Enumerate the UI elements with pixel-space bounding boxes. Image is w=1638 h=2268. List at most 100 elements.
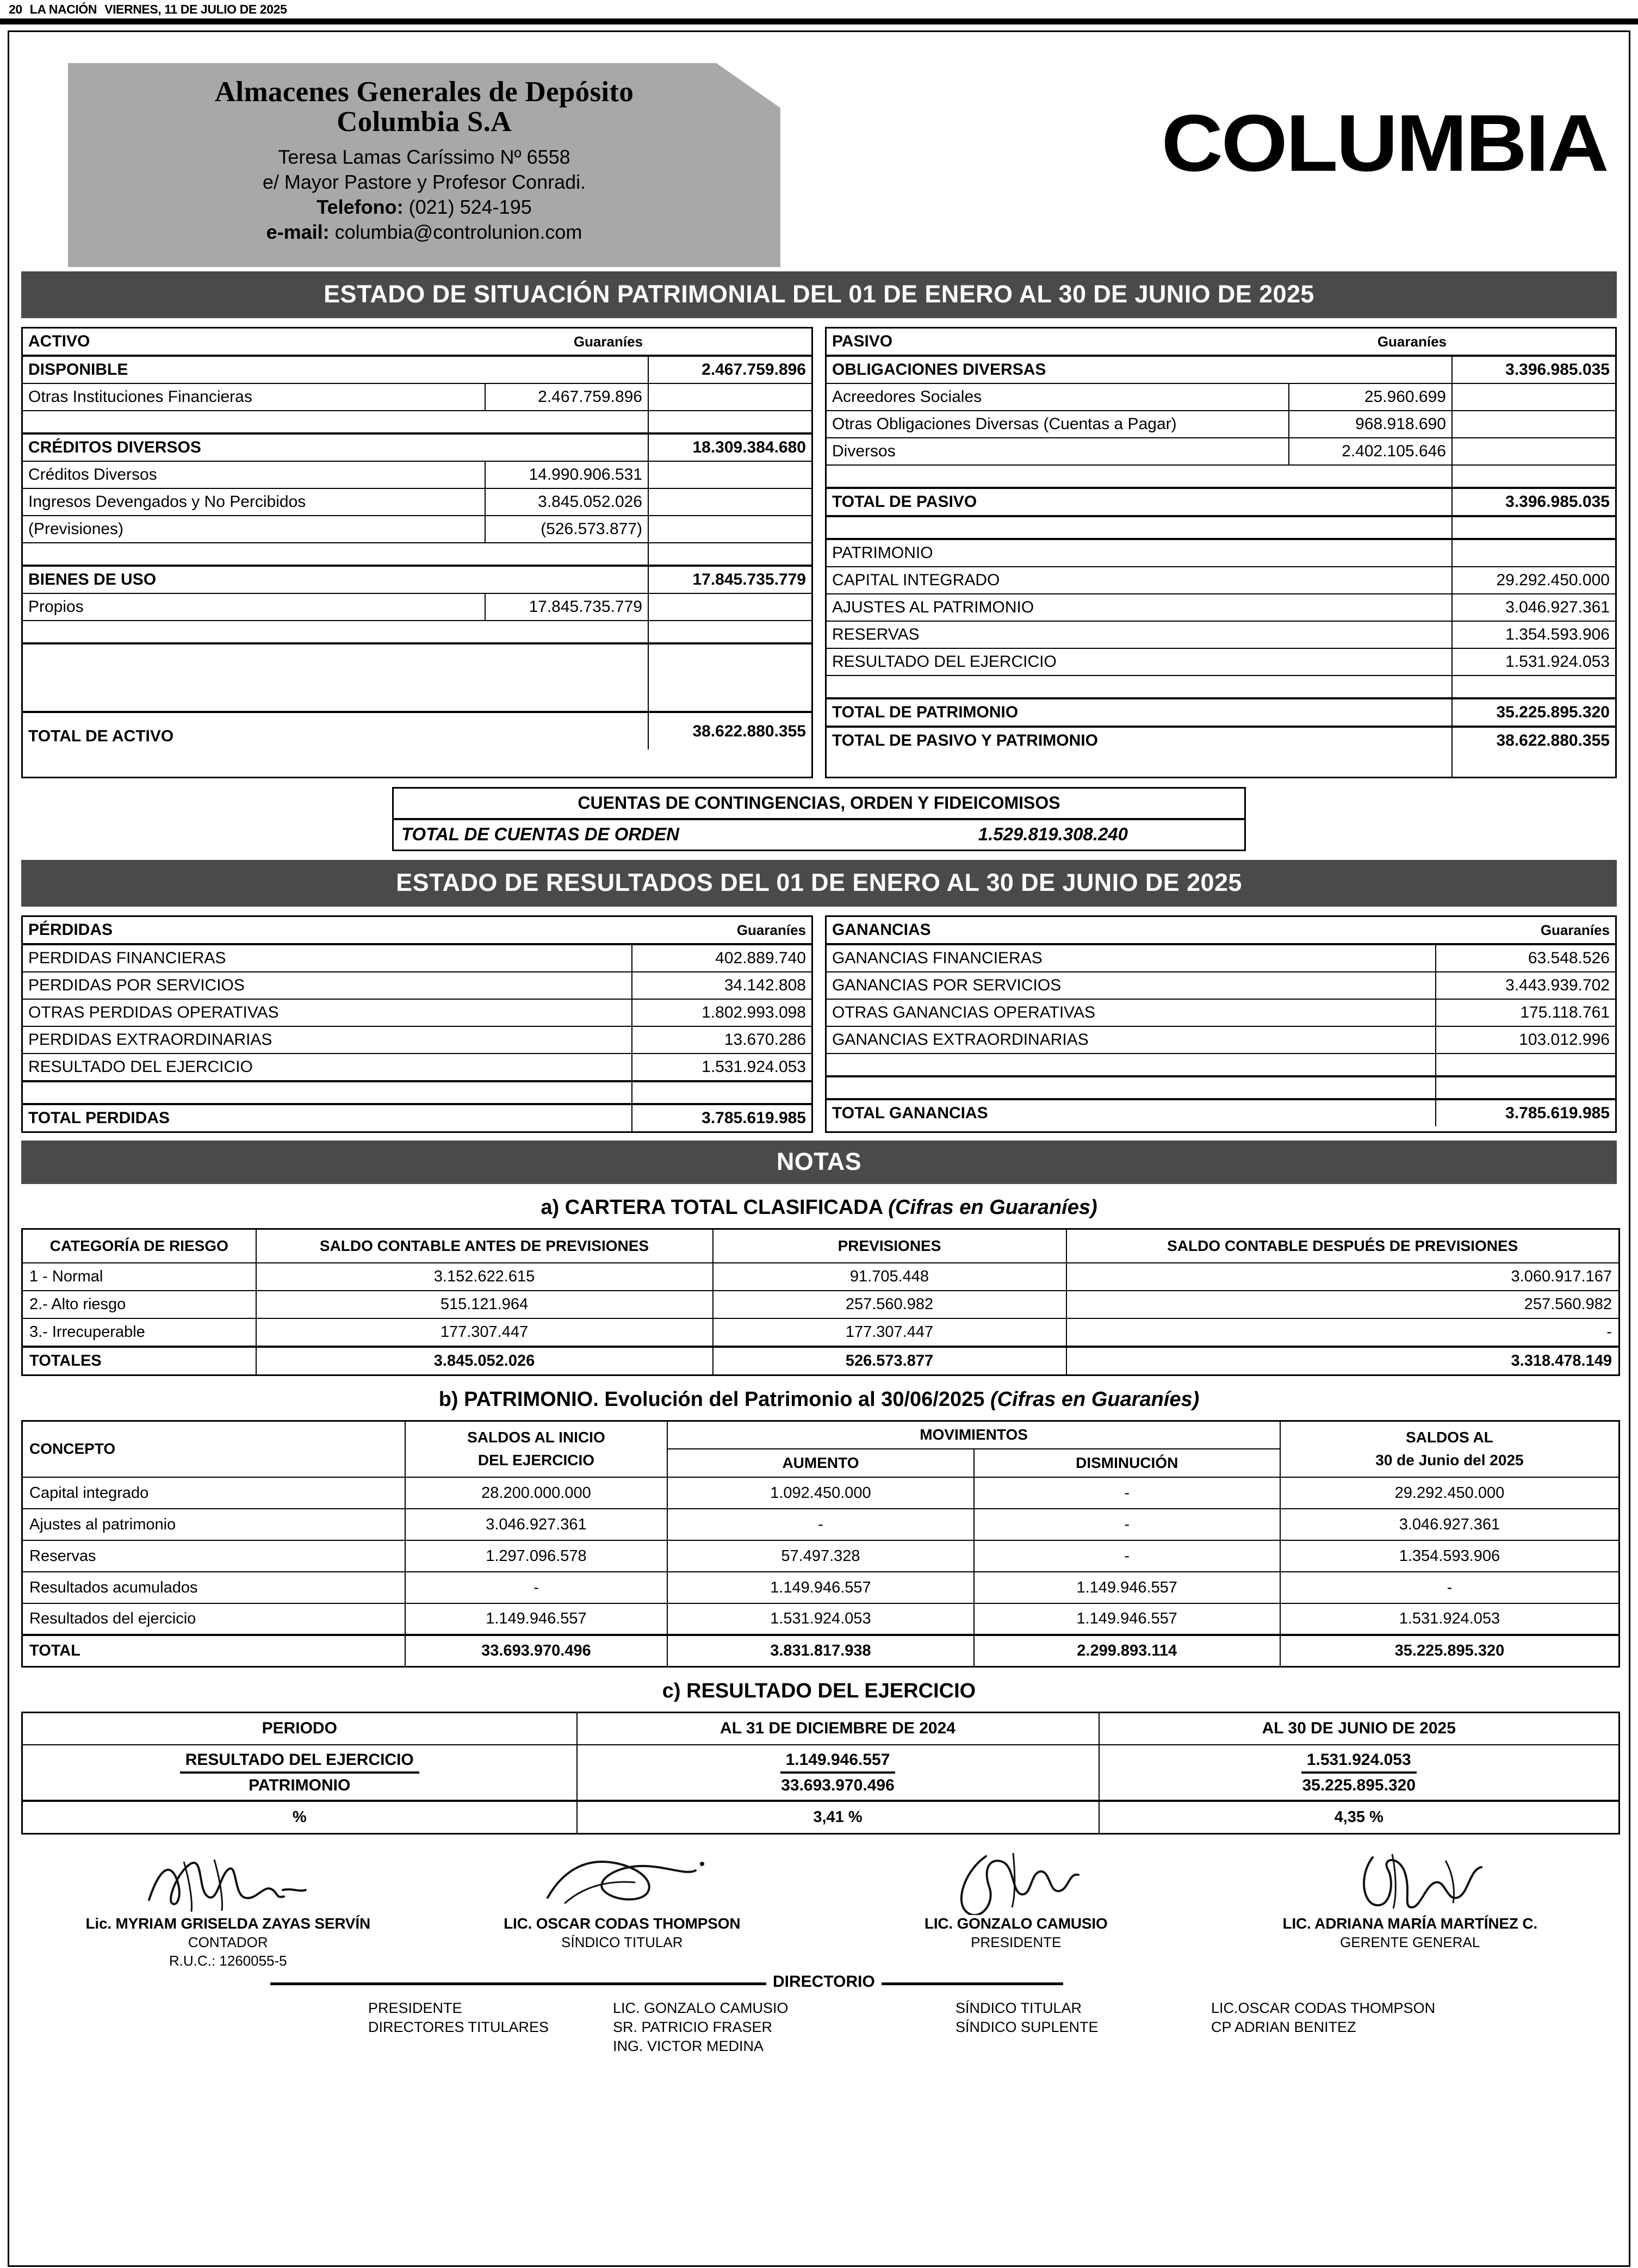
total-pasivo-patrimonio-label: TOTAL DE PASIVO Y PATRIMONIO	[832, 732, 1098, 749]
cell-concepto: Reservas	[21, 1540, 406, 1572]
company-block: Almacenes Generales de Depósito Columbia…	[68, 63, 780, 245]
losses-item-row: RESULTADO DEL EJERCICIO 1.531.924.053	[23, 1054, 811, 1082]
signature-ink	[425, 1851, 820, 1915]
signature-ink	[1213, 1851, 1608, 1915]
assets-group-row: BIENES DE USO 17.845.735.779	[23, 566, 811, 594]
note-a-caption-italic: (Cifras en Guaraníes)	[888, 1196, 1097, 1219]
note-b-caption-bold: b) PATRIMONIO. Evolución del Patrimonio …	[438, 1387, 990, 1411]
signature-name: LIC. ADRIANA MARÍA MARTÍNEZ C.	[1282, 1914, 1538, 1932]
assets-total-row: TOTAL DE ACTIVO 38.622.880.355	[23, 712, 811, 749]
signature-ink	[31, 1851, 425, 1915]
liabilities-item-value: 968.918.690	[1288, 411, 1453, 438]
cuentas-orden-panel: CUENTAS DE CONTINGENCIAS, ORDEN Y FIDEIC…	[392, 787, 1246, 851]
table-row: RESULTADO DEL EJERCICIO PATRIMONIO 1.149…	[21, 1744, 1620, 1801]
signature-role: CONTADOR	[188, 1934, 268, 1950]
assets-item-value: 3.845.052.026	[485, 488, 649, 516]
equity-item-label: CAPITAL INTEGRADO	[827, 567, 1289, 594]
table-row: Reservas 1.297.096.578 57.497.328 - 1.35…	[21, 1540, 1620, 1572]
cell-antes: 177.307.447	[255, 1317, 713, 1347]
signature-role: SÍNDICO TITULAR	[561, 1934, 683, 1950]
directorio-col-names-2: LIC.OSCAR CODAS THOMPSON CP ADRIAN BENIT…	[1211, 1999, 1436, 2035]
assets-item-row: Créditos Diversos 14.990.906.531	[23, 461, 811, 489]
losses-item-row: PERDIDAS FINANCIERAS 402.889.740	[23, 944, 811, 972]
cell-total-label: TOTAL	[21, 1634, 406, 1667]
income-statement-columns: PÉRDIDAS Guaraníes PERDIDAS FINANCIERAS …	[21, 915, 1617, 1133]
assets-item-row: Propios 17.845.735.779	[23, 593, 811, 621]
document-page: Almacenes Generales de Depósito Columbia…	[8, 30, 1630, 2267]
table-subheader-row: AUMENTO DISMINUCIÓN	[22, 1448, 1620, 1478]
signature-gerente-general: LIC. ADRIANA MARÍA MARTÍNEZ C. GERENTE G…	[1213, 1851, 1608, 1969]
equity-item-row: CAPITAL INTEGRADO 29.292.450.000	[827, 567, 1615, 594]
cell-categoria: 2.- Alto riesgo	[21, 1290, 257, 1319]
liabilities-group-label: OBLIGACIONES DIVERSAS	[827, 356, 1289, 384]
col-saldo-despues: SALDO CONTABLE DESPUÉS DE PREVISIONES	[1065, 1228, 1620, 1263]
gains-spacer	[827, 1076, 1615, 1100]
cuentas-orden-total-label: TOTAL DE CUENTAS DE ORDEN	[401, 824, 679, 844]
cell-previsiones: 91.705.448	[712, 1262, 1067, 1291]
page-number: 20	[9, 2, 22, 16]
col-previsiones: PREVISIONES	[712, 1228, 1067, 1263]
gains-item-label: GANANCIAS EXTRAORDINARIAS	[827, 1026, 1436, 1054]
signature-name: LIC. OSCAR CODAS THOMPSON	[504, 1914, 741, 1932]
cell-total-antes: 3.845.052.026	[255, 1346, 713, 1375]
losses-item-label: PERDIDAS FINANCIERAS	[23, 944, 632, 972]
table-row: Ajustes al patrimonio 3.046.927.361 - - …	[21, 1508, 1620, 1541]
pct-dic: 3,41 %	[576, 1800, 1100, 1834]
note-a-table: CATEGORÍA DE RIESGO SALDO CONTABLE ANTES…	[21, 1228, 1620, 1376]
assets-item-label: (Previsiones)	[23, 516, 485, 543]
notas-title: NOTAS	[21, 1141, 1617, 1184]
cell-final: -	[1279, 1571, 1620, 1604]
gains-item-row: GANANCIAS POR SERVICIOS 3.443.939.702	[827, 972, 1615, 1000]
assets-group-total: 2.467.759.896	[648, 356, 811, 384]
col-saldos-inicio-l1: SALDOS AL INICIO	[467, 1429, 605, 1446]
liabilities-item-label: Diversos	[827, 438, 1289, 466]
liabilities-spacer	[827, 754, 1615, 777]
signature-name: Lic. MYRIAM GRISELDA ZAYAS SERVÍN	[85, 1914, 371, 1932]
note-b-caption-italic: (Cifras en Guaraníes)	[990, 1387, 1200, 1411]
letterhead: Almacenes Generales de Depósito Columbia…	[9, 32, 1629, 271]
equity-header: PATRIMONIO	[827, 539, 1289, 567]
ratio-dic-cell: 1.149.946.557 33.693.970.496	[576, 1744, 1100, 1801]
liabilities-panel: PASIVO Guaraníes OBLIGACIONES DIVERSAS 3…	[825, 327, 1617, 778]
liabilities-group-row: OBLIGACIONES DIVERSAS 3.396.985.035	[827, 356, 1615, 384]
assets-group-label: DISPONIBLE	[23, 356, 485, 384]
assets-group-label: BIENES DE USO	[23, 566, 485, 594]
company-name-line2: Columbia S.A	[337, 106, 512, 138]
total-patrimonio-row: TOTAL DE PATRIMONIO 35.225.895.320	[827, 698, 1615, 728]
ratio-numerator-label: RESULTADO DEL EJERCICIO	[179, 1750, 419, 1774]
losses-currency: Guaraníes	[632, 917, 811, 945]
liabilities-spacer	[827, 465, 1615, 489]
gains-item-row: GANANCIAS FINANCIERAS 63.548.526	[827, 944, 1615, 972]
table-total-row: TOTAL 33.693.970.496 3.831.817.938 2.299…	[21, 1634, 1620, 1667]
gains-item-row: OTRAS GANANCIAS OPERATIVAS 175.118.761	[827, 999, 1615, 1027]
cell-concepto: Resultados del ejercicio	[21, 1603, 406, 1635]
note-a-caption: a) CARTERA TOTAL CLASIFICADA (Cifras en …	[9, 1196, 1629, 1219]
company-address-line1: Teresa Lamas Caríssimo Nº 6558	[278, 146, 570, 169]
gains-spacer	[827, 1054, 1615, 1077]
ratio-jun-cell: 1.531.924.053 35.225.895.320	[1098, 1744, 1620, 1801]
cell-total-final: 35.225.895.320	[1279, 1634, 1620, 1667]
cell-aumento: 1.092.450.000	[667, 1477, 975, 1509]
gains-item-label: GANANCIAS FINANCIERAS	[827, 944, 1436, 972]
assets-item-value: 2.467.759.896	[485, 383, 649, 411]
losses-total-row: TOTAL PERDIDAS 3.785.619.985	[23, 1104, 811, 1131]
assets-spacer	[23, 411, 811, 435]
liabilities-item-label: Acreedores Sociales	[827, 383, 1289, 411]
losses-item-label: RESULTADO DEL EJERCICIO	[23, 1054, 632, 1082]
cell-antes: 3.152.622.615	[255, 1262, 713, 1291]
equity-item-value: 1.531.924.053	[1451, 648, 1615, 676]
publication-name: LA NACIÓN	[29, 2, 97, 16]
assets-group-row: DISPONIBLE 2.467.759.896	[23, 356, 811, 384]
total-patrimonio-value: 35.225.895.320	[1451, 698, 1615, 728]
equity-item-row: AJUSTES AL PATRIMONIO 3.046.927.361	[827, 594, 1615, 622]
losses-item-value: 1.802.993.098	[631, 999, 811, 1027]
gains-item-label: GANANCIAS POR SERVICIOS	[827, 972, 1436, 1000]
losses-total-value: 3.785.619.985	[631, 1104, 811, 1131]
losses-header-row: PÉRDIDAS Guaraníes	[23, 917, 811, 945]
assets-item-label: Créditos Diversos	[23, 461, 485, 489]
cell-inicio: 1.297.096.578	[404, 1540, 668, 1572]
company-name-line1: Almacenes Generales de Depósito	[214, 76, 634, 108]
assets-item-row: (Previsiones) (526.573.877)	[23, 516, 811, 543]
table-header-row: PERIODO AL 31 DE DICIEMBRE DE 2024 AL 30…	[21, 1712, 1620, 1745]
note-c-table: PERIODO AL 31 DE DICIEMBRE DE 2024 AL 30…	[21, 1711, 1620, 1835]
